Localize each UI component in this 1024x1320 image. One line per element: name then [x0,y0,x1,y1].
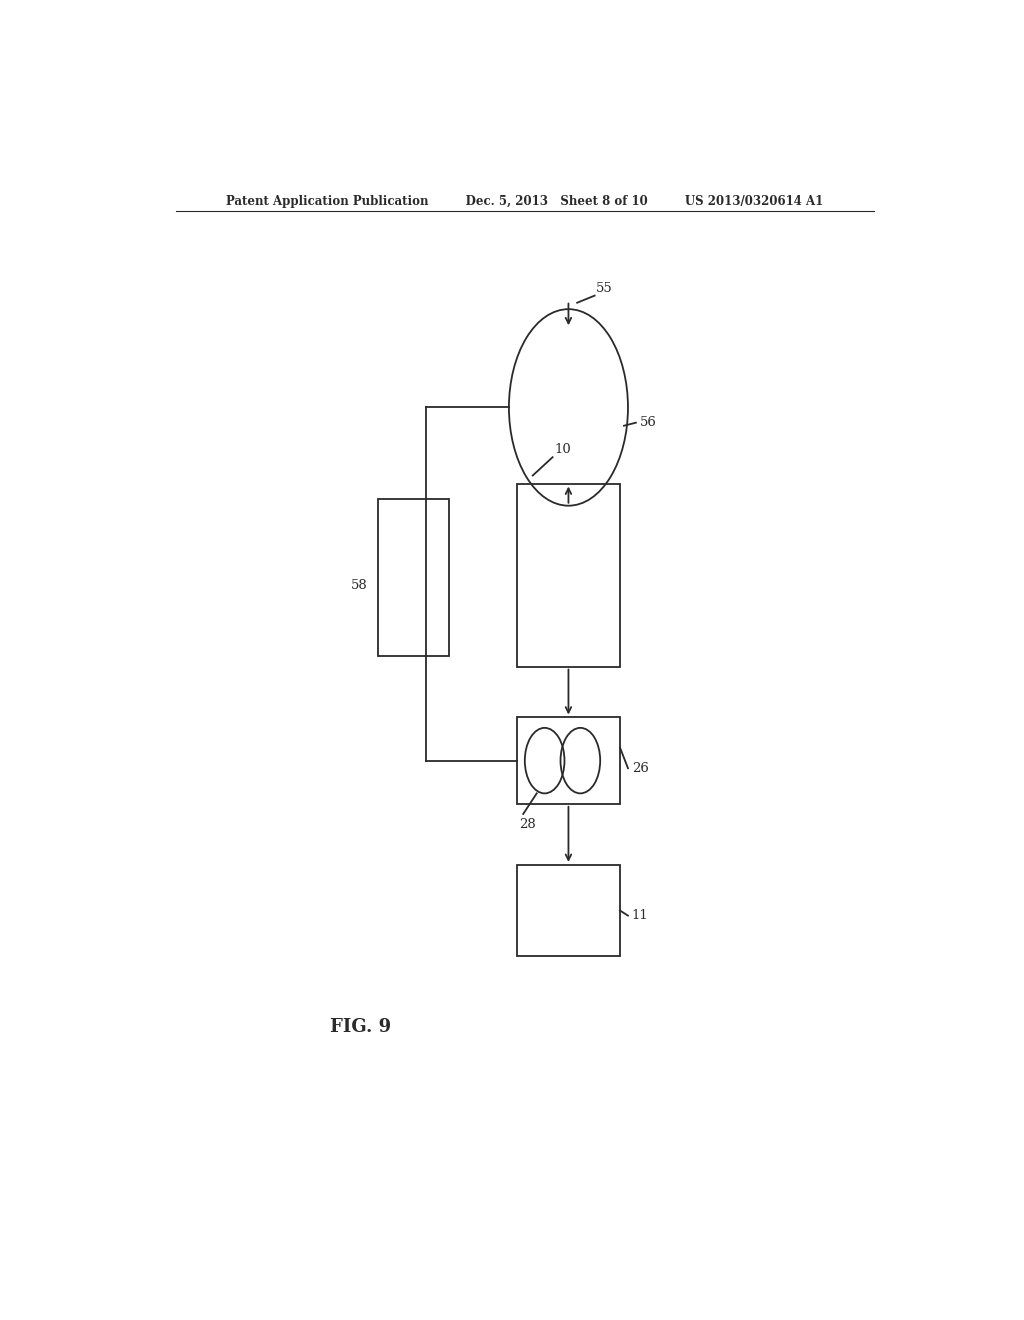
Text: 58: 58 [351,578,368,591]
Bar [378,499,450,656]
Bar [517,718,621,804]
Text: 10: 10 [554,444,571,457]
Text: 11: 11 [632,909,648,923]
Text: 55: 55 [596,281,613,294]
Bar [517,865,621,956]
Text: Patent Application Publication         Dec. 5, 2013   Sheet 8 of 10         US 2: Patent Application Publication Dec. 5, 2… [226,194,823,207]
Text: 26: 26 [632,762,649,775]
Text: 28: 28 [519,817,536,830]
Text: FIG. 9: FIG. 9 [331,1019,391,1036]
Text: 56: 56 [640,416,656,429]
Bar [517,483,621,667]
